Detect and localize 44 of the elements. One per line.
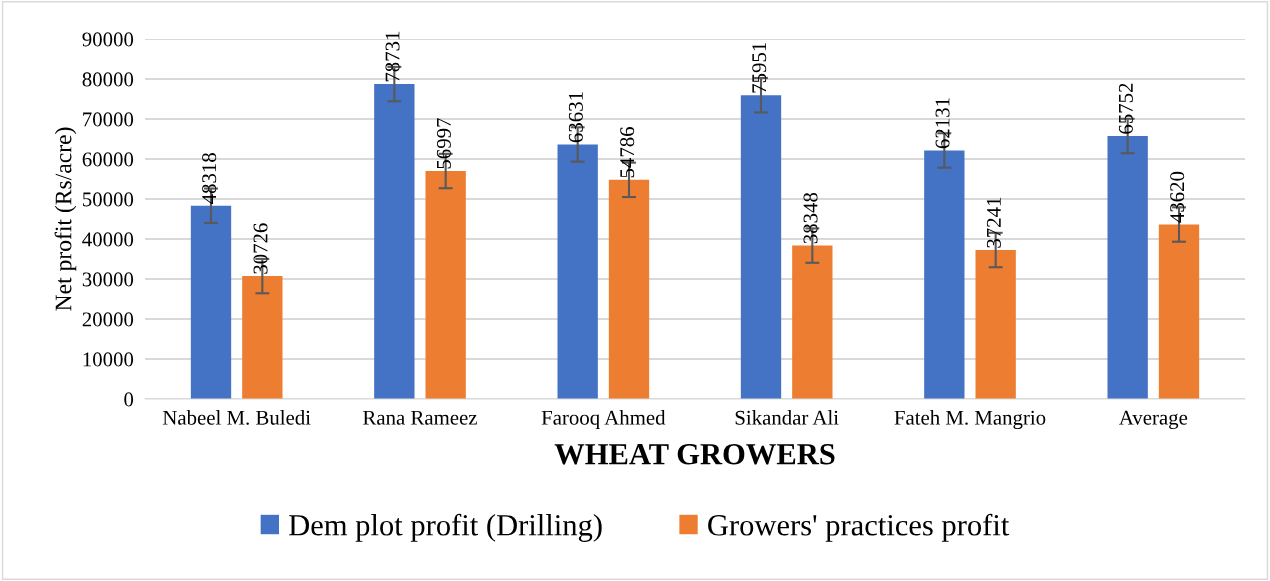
data-label: 75951 xyxy=(752,42,767,93)
y-tick-label: 60000 xyxy=(82,152,134,167)
bar xyxy=(608,179,650,399)
bar xyxy=(557,144,598,399)
y-tick-label: 90000 xyxy=(82,32,134,47)
x-tick-label: Sikandar Ali xyxy=(735,410,839,425)
legend-label: Growers' practices profit xyxy=(708,513,1010,542)
bar xyxy=(975,250,1016,399)
data-label: 30726 xyxy=(253,223,268,274)
y-tick-label: 0 xyxy=(124,392,134,407)
data-label: 38348 xyxy=(803,192,818,244)
x-tick-label: Farooq Ahmed xyxy=(541,410,666,429)
data-label: 65752 xyxy=(1118,83,1133,134)
x-tick-label: Nabeel M. Buledi xyxy=(162,410,311,425)
y-tick-label: 10000 xyxy=(83,352,134,367)
bar xyxy=(924,150,965,399)
bar xyxy=(190,205,232,399)
data-label: 56997 xyxy=(436,118,451,169)
data-label: 43620 xyxy=(1170,171,1185,223)
y-axis-title: Net profit (Rs/acre) xyxy=(54,127,77,311)
x-tick-label: Fateh M. Mangrio xyxy=(894,410,1046,430)
bar xyxy=(1158,224,1200,399)
legend-label: Dem plot profit (Drilling) xyxy=(289,513,602,542)
y-tick-label: 50000 xyxy=(83,192,134,207)
data-label: 63631 xyxy=(568,92,583,143)
x-tick-label: Rana Rameez xyxy=(363,410,477,425)
y-tick-label: 20000 xyxy=(82,312,134,327)
y-tick-label: 70000 xyxy=(83,112,134,127)
data-label: 48318 xyxy=(202,153,217,204)
data-label: 54786 xyxy=(620,127,635,178)
x-tick-label: Average xyxy=(1119,410,1188,429)
y-tick-label: 80000 xyxy=(82,72,134,87)
bar xyxy=(1107,135,1148,399)
y-tick-label: 40000 xyxy=(82,232,134,247)
bar xyxy=(242,276,283,399)
y-tick-label: 30000 xyxy=(82,272,134,287)
x-axis-title: WHEAT GROWERS xyxy=(554,443,835,465)
bar xyxy=(740,95,782,399)
bar xyxy=(374,84,415,399)
bar xyxy=(425,171,466,399)
data-label: 37241 xyxy=(986,197,1001,248)
bar xyxy=(792,245,833,399)
data-label: 62131 xyxy=(935,98,950,149)
data-label: 78731 xyxy=(385,31,400,82)
